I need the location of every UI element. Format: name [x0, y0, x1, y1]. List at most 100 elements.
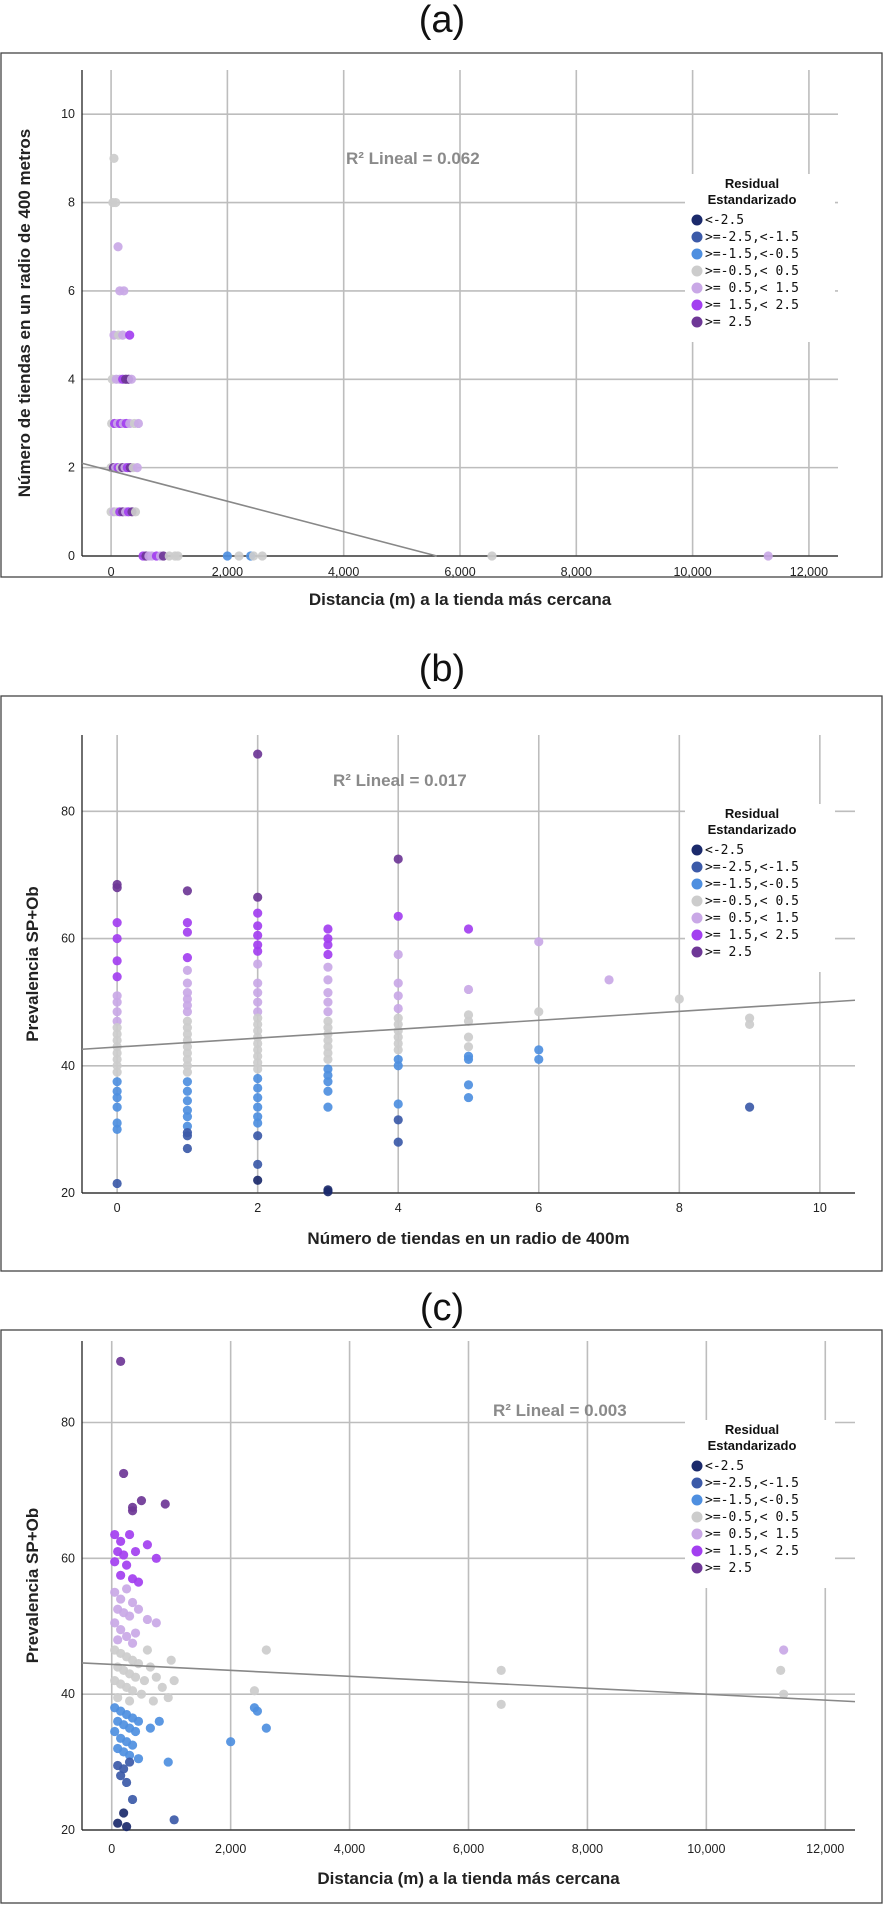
data-point	[463, 984, 474, 995]
legend-swatch	[691, 1460, 703, 1472]
legend-entry: >= 1.5,< 2.5	[705, 928, 799, 943]
data-point	[139, 1675, 150, 1686]
legend-swatch	[691, 1477, 703, 1489]
panel-label: (a)	[419, 0, 465, 41]
data-point	[112, 1086, 122, 1096]
legend-entry: >=-1.5,<-0.5	[705, 247, 799, 262]
data-point	[253, 1051, 263, 1061]
x-tick-label: 6	[535, 1201, 542, 1215]
data-point	[112, 1007, 122, 1017]
y-tick-label: 60	[61, 1551, 75, 1565]
data-point	[151, 1672, 161, 1682]
data-point	[253, 1118, 263, 1128]
data-point	[323, 1064, 333, 1074]
y-tick-label: 80	[61, 1416, 75, 1430]
data-point	[182, 965, 193, 975]
data-point	[763, 551, 773, 561]
data-point	[112, 1023, 122, 1033]
legend-swatch	[691, 265, 703, 277]
data-point	[463, 1032, 474, 1042]
data-point	[142, 1645, 153, 1655]
data-point	[463, 1092, 474, 1103]
data-point	[182, 1112, 193, 1122]
data-point	[119, 1468, 129, 1479]
data-point	[253, 1175, 263, 1185]
data-point	[121, 1822, 132, 1832]
data-point	[113, 242, 123, 252]
data-point	[133, 1754, 144, 1764]
y-tick-label: 80	[61, 804, 75, 818]
legend-title: Estandarizado	[708, 192, 797, 207]
data-point	[133, 1577, 144, 1587]
data-point	[776, 1665, 786, 1675]
data-point	[253, 930, 263, 940]
data-point	[261, 1645, 271, 1655]
fit-line	[81, 462, 437, 557]
data-point	[151, 1618, 161, 1628]
data-point	[252, 1706, 263, 1716]
legend-swatch	[691, 248, 703, 260]
data-point	[496, 1699, 506, 1709]
data-point	[323, 1187, 333, 1197]
data-point	[323, 933, 333, 944]
data-point	[182, 1054, 193, 1065]
data-point	[160, 1499, 170, 1509]
y-tick-label: 2	[68, 461, 75, 475]
legend-swatch	[691, 878, 703, 890]
data-point	[112, 972, 122, 982]
data-point	[112, 1118, 122, 1128]
data-point	[222, 551, 232, 561]
panel-label: (b)	[419, 648, 465, 690]
data-point	[253, 749, 263, 759]
x-tick-label: 0	[108, 1842, 115, 1856]
data-point	[182, 1086, 193, 1096]
data-point	[393, 1054, 403, 1065]
y-axis-title: Prevalencia SP+Ob	[23, 886, 42, 1041]
data-point	[154, 1716, 164, 1726]
legend-swatch	[691, 861, 703, 873]
legend-entry: >= 2.5	[705, 945, 752, 960]
data-point	[323, 949, 333, 960]
data-point	[136, 1496, 147, 1506]
legend-entry: >= 2.5	[705, 315, 752, 330]
y-tick-label: 40	[61, 1059, 75, 1073]
data-point	[118, 330, 128, 340]
data-point	[166, 1655, 176, 1665]
data-point	[182, 1096, 193, 1106]
data-point	[112, 883, 122, 893]
data-point	[393, 991, 403, 1001]
legend-entry: >=-2.5,<-1.5	[705, 230, 799, 245]
data-point	[253, 1038, 263, 1049]
data-point	[182, 1131, 193, 1141]
legend-swatch	[691, 912, 703, 924]
data-point	[323, 1048, 333, 1058]
data-point	[182, 1143, 193, 1154]
data-point	[393, 1019, 403, 1030]
data-point	[169, 1675, 179, 1686]
data-point	[393, 1045, 403, 1055]
data-point	[109, 153, 119, 163]
legend-swatch	[691, 929, 703, 941]
legend-title: Residual	[725, 1422, 779, 1437]
legend-swatch	[691, 1545, 703, 1557]
data-point	[110, 1557, 120, 1567]
data-point	[157, 1682, 167, 1692]
data-point	[136, 1689, 147, 1699]
legend-entry: >= 1.5,< 2.5	[705, 298, 799, 313]
data-point	[127, 1506, 138, 1516]
legend-entry: >=-2.5,<-1.5	[705, 1476, 799, 1491]
data-point	[127, 1638, 138, 1648]
data-point	[119, 1808, 129, 1818]
data-point	[116, 1570, 126, 1580]
data-point	[463, 924, 474, 934]
data-point	[124, 1529, 135, 1540]
data-point	[112, 991, 122, 1001]
data-point	[163, 1692, 173, 1703]
data-point	[323, 1070, 333, 1080]
data-point	[226, 1737, 236, 1747]
data-point	[253, 1007, 263, 1017]
chart-panel-1: (a) 0 2,000 4,000 6,000 8,000 10,000 12,000 0 2 4 6…	[0, 0, 883, 609]
data-point	[112, 1077, 122, 1087]
data-point	[110, 1726, 120, 1737]
data-point	[744, 1102, 755, 1112]
